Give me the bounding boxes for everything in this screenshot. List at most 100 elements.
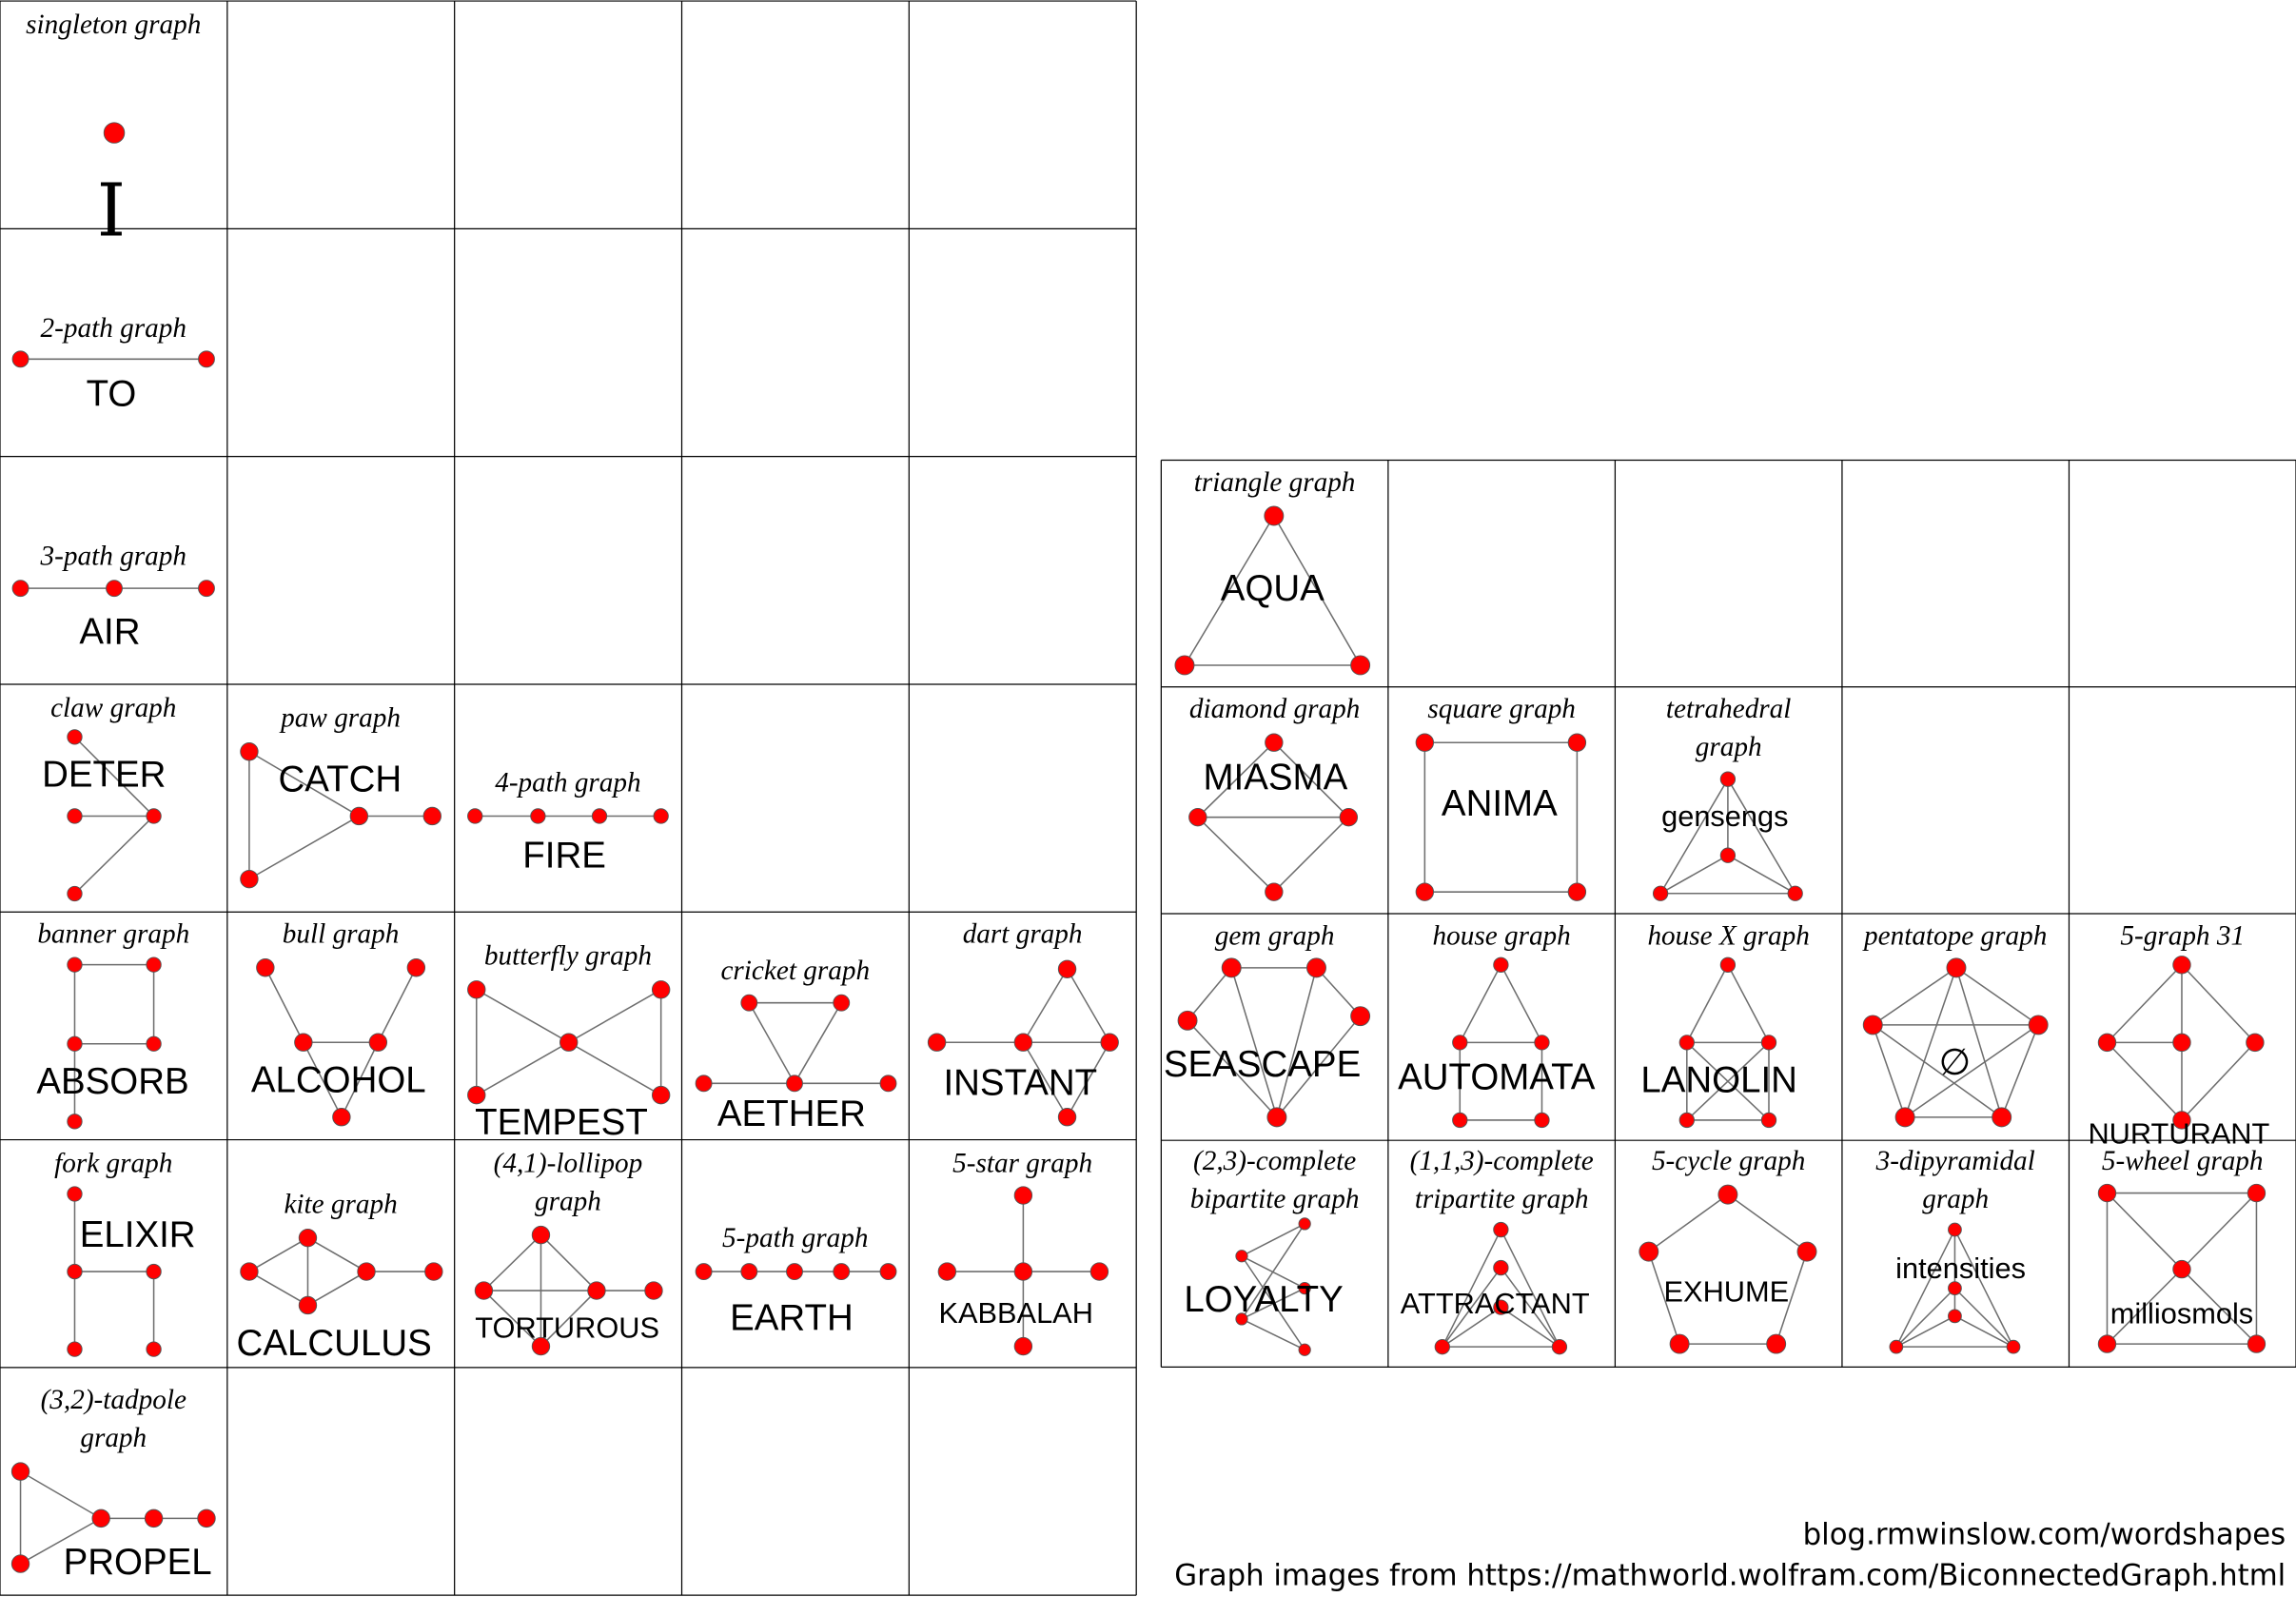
shape-word: ELIXIR: [80, 1214, 196, 1255]
graph-cell-house: house graph AUTOMATA: [1398, 920, 1596, 1129]
graph-cell-bull: bull graph ALCOHOL: [251, 919, 426, 1127]
graph-edge: [1872, 1024, 2003, 1118]
graph-vertex: [1265, 882, 1284, 901]
graph-edge: [1659, 779, 1729, 895]
graph-edge: [341, 1041, 380, 1118]
graph-vertex: [695, 1075, 713, 1093]
graph-edge: [1197, 741, 1275, 818]
graph-vertex: [1266, 1107, 1287, 1128]
shape-word: ATTRACTANT: [1401, 1287, 1590, 1320]
graph-edge: [1727, 779, 1796, 895]
graph-cell-square: square graph ANIMA: [1415, 694, 1587, 901]
graph-edge: [2181, 964, 2256, 1043]
graph-vertex: [2172, 1111, 2191, 1130]
graph-vertex: [1652, 885, 1669, 901]
graph-vertex: [2246, 1033, 2265, 1053]
graph-vertex: [1493, 1259, 1509, 1276]
graph-vertex: [651, 1085, 671, 1105]
graph-cell-tadpole32: (3,2)-tadpole graph PROPEL: [10, 1385, 216, 1583]
shape-word: AIR: [79, 612, 140, 653]
graph-vertex: [67, 1114, 83, 1130]
graph-vertex: [349, 806, 369, 826]
graph-vertex: [1350, 655, 1371, 676]
graph-vertex: [1760, 1112, 1777, 1129]
graph-vertex: [531, 1336, 551, 1356]
graph-edge: [307, 1237, 367, 1272]
graph-cell-kite: kite graph CALCULUS: [237, 1190, 443, 1364]
graph-vertex: [2097, 1334, 2117, 1353]
graph-title: fork graph: [54, 1148, 172, 1178]
shape-word: NURTURANT: [2088, 1117, 2269, 1151]
graph-edge: [303, 1041, 343, 1118]
shape-word: AQUA: [1221, 568, 1325, 609]
graph-edge: [2000, 1024, 2039, 1118]
graph-edge: [1241, 1287, 1305, 1320]
graph-vertex: [833, 994, 851, 1012]
graph-vertex: [1862, 1015, 1883, 1035]
graph-vertex: [11, 350, 29, 368]
graph-vertex: [357, 1262, 376, 1281]
graph-vertex: [1174, 655, 1195, 676]
graph-edge: [1648, 1193, 1729, 1252]
graph-title: 4-path graph: [495, 767, 640, 798]
graph-vertex: [1992, 1107, 2012, 1128]
graph-vertex: [1719, 956, 1737, 973]
graph-vertex: [653, 808, 669, 824]
graph-edge: [1500, 1306, 1560, 1348]
graph-edge: [1273, 741, 1349, 818]
graph-edge: [1022, 968, 1069, 1043]
graph-vertex: [786, 1263, 803, 1280]
graph-vertex: [424, 1262, 443, 1281]
graph-vertex: [332, 1108, 351, 1127]
graph-vertex: [1678, 1112, 1695, 1129]
shape-word: intensities: [1895, 1252, 2026, 1285]
graph-edge: [1953, 1288, 2014, 1348]
graph-vertex: [67, 808, 83, 824]
graph-vertex: [833, 1263, 851, 1280]
graph-vertex: [103, 122, 126, 144]
graph-cell-path2: 2-path graph TO: [11, 313, 215, 415]
graph-vertex: [146, 1263, 162, 1280]
shape-word: KABBALAH: [938, 1296, 1092, 1330]
graph-title: tripartite graph: [1415, 1184, 1589, 1214]
graph-edge: [1276, 967, 1318, 1118]
graph-vertex: [1057, 959, 1077, 978]
graph-edge: [1955, 967, 2003, 1118]
shape-word: CATCH: [279, 759, 402, 799]
graph-title: diamond graph: [1189, 694, 1360, 724]
graph-cell-diamond: diamond graph MIASMA: [1188, 694, 1360, 901]
graph-edge: [1954, 1315, 2014, 1348]
graph-vertex: [294, 1033, 313, 1052]
graph-cell-tetrahedral: tetrahedral graph gensengs: [1652, 694, 1803, 901]
graph-vertex: [2247, 1334, 2267, 1353]
graph-cell-paw: paw graph CATCH: [240, 703, 442, 889]
graph-vertex: [67, 1186, 83, 1202]
graph-cell-pentatope: pentatope graph ∅: [1862, 920, 2049, 1128]
graph-cell-lollipop41: (4,1)-lollipop graph TORTUROUS: [474, 1148, 663, 1356]
graph-vertex: [1551, 1339, 1568, 1355]
graph-edge: [20, 1470, 102, 1520]
graph-edge: [568, 989, 662, 1043]
graph-edge: [248, 1271, 308, 1307]
graph-title: tetrahedral: [1666, 694, 1791, 724]
graph-vertex: [1567, 882, 1587, 901]
graph-vertex: [1717, 1184, 1738, 1205]
graph-edge: [482, 1290, 542, 1348]
graph-title: graph: [535, 1186, 601, 1216]
graph-title: banner graph: [37, 919, 189, 950]
graph-vertex: [1415, 882, 1435, 901]
shape-word: FIRE: [522, 835, 606, 876]
shape-word: EARTH: [730, 1298, 854, 1339]
graph-edge: [1648, 1251, 1680, 1345]
graph-cell-path3: 3-path graph AIR: [11, 542, 215, 653]
graph-cell-butterfly: butterfly graph TEMPEST: [467, 941, 671, 1143]
graph-vertex: [198, 350, 215, 368]
graph-cell-tripartite113: (1,1,3)-complete tripartite graph ATTRACTA…: [1401, 1146, 1594, 1355]
graph-edge: [377, 967, 418, 1043]
graph-title: claw graph: [50, 693, 176, 723]
graph-title: graph: [1696, 732, 1762, 762]
graph-vertex: [1787, 885, 1803, 901]
graph-edge: [1066, 968, 1110, 1043]
shape-word: gensengs: [1661, 799, 1788, 833]
